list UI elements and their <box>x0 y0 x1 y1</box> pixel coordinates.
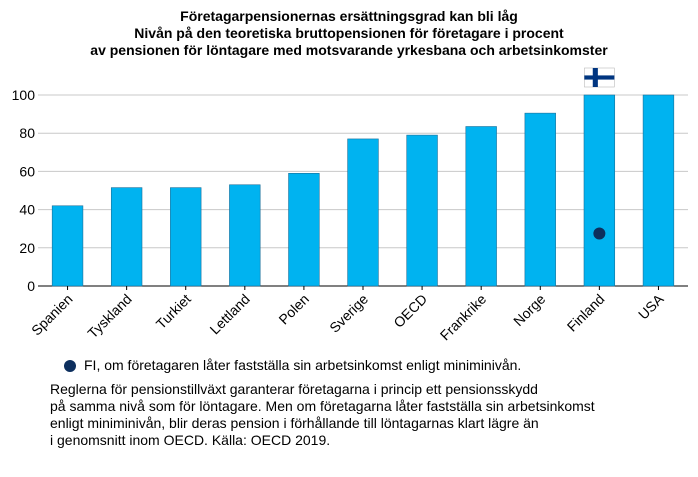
y-tick-label: 100 <box>12 87 36 103</box>
chart-title: Företagarpensionernas ersättningsgrad ka… <box>0 8 698 59</box>
bar <box>170 187 202 287</box>
x-tick-label: Tyskland <box>84 291 134 341</box>
x-tick-label: Norge <box>510 291 548 329</box>
x-tick-label: OECD <box>390 291 430 331</box>
bar <box>406 134 438 287</box>
x-tick-label: Frankrike <box>437 291 490 344</box>
footnote: Reglerna för pensionstillväxt garanterar… <box>50 381 690 449</box>
bar <box>524 112 556 287</box>
bar <box>229 184 261 287</box>
y-tick-label: 0 <box>27 278 35 294</box>
finland-flag-icon <box>584 67 615 88</box>
data-marker-dot <box>593 227 606 240</box>
legend: FI, om företagaren låter fastställa sin … <box>64 357 521 374</box>
y-tick-label: 60 <box>19 163 35 179</box>
y-tick-label: 80 <box>19 125 35 141</box>
title-line-2: Nivån på den teoretiska bruttopensionen … <box>134 25 564 41</box>
bar <box>288 173 320 287</box>
footnote-line-3: enligt miniminivån, blir deras pension i… <box>50 415 539 431</box>
footnote-line-4: i genomsnitt inom OECD. Källa: OECD 2019… <box>50 432 331 448</box>
bar <box>51 205 84 287</box>
bar <box>347 138 379 287</box>
legend-label: FI, om företagaren låter fastställa sin … <box>84 357 522 373</box>
bar <box>110 187 143 287</box>
x-tick-label: USA <box>635 290 667 322</box>
title-line-3: av pensionen för löntagare med motsvaran… <box>90 42 608 58</box>
x-tick-label: Spanien <box>28 291 76 339</box>
x-tick-label: Lettland <box>206 291 253 338</box>
x-tick-label: Turkiet <box>153 291 194 332</box>
bar-chart: 0 20 40 60 80 100 Spanien Tyskland Turkiet Lettla… <box>12 67 688 344</box>
x-tick-label: Finland <box>564 291 608 335</box>
footnote-line-2: på samma nivå som för löntagare. Men om … <box>50 398 595 414</box>
y-tick-label: 40 <box>19 202 35 218</box>
x-tick-label: Sverige <box>326 291 371 336</box>
legend-marker-icon <box>64 359 76 372</box>
bar <box>465 126 497 287</box>
x-tick-label: Polen <box>275 291 312 328</box>
title-line-1: Företagarpensionernas ersättningsgrad ka… <box>180 8 518 24</box>
y-tick-label: 20 <box>19 240 35 256</box>
bar <box>583 94 616 287</box>
bar <box>642 94 675 287</box>
footnote-line-1: Reglerna för pensionstillväxt garanterar… <box>50 381 538 397</box>
